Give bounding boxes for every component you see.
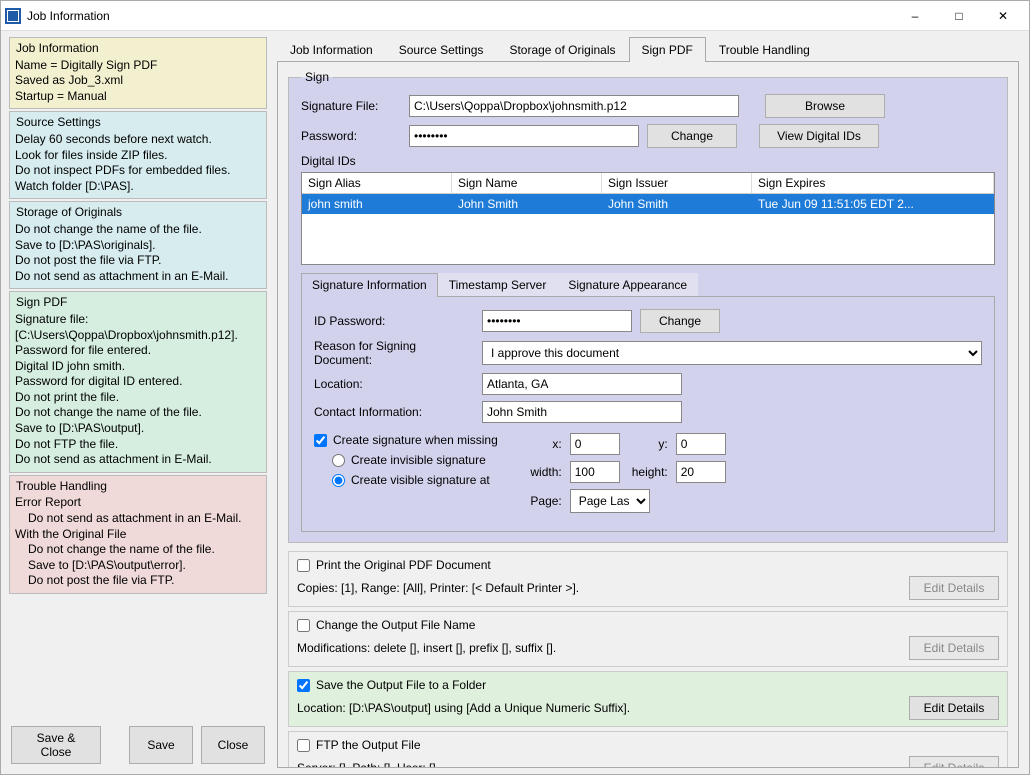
idpwd-input[interactable] — [482, 310, 632, 332]
tab-storage-originals[interactable]: Storage of Originals — [496, 37, 628, 61]
save-close-button[interactable]: Save & Close — [11, 726, 101, 764]
sigfile-input[interactable] — [409, 95, 739, 117]
app-icon — [5, 8, 21, 24]
sign-legend: Sign — [301, 70, 333, 84]
h-input[interactable] — [676, 461, 726, 483]
out-print: Print the Original PDF Document Copies: … — [288, 551, 1008, 607]
subtab-signature-appearance[interactable]: Signature Appearance — [557, 273, 698, 296]
browse-button[interactable]: Browse — [765, 94, 885, 118]
panel-trouble-handling: Trouble Handling Error Report Do not sen… — [9, 475, 267, 594]
pwd-label: Password: — [301, 129, 401, 143]
panel-storage-originals: Storage of Originals Do not change the n… — [9, 201, 267, 289]
minimize-button[interactable]: – — [893, 1, 937, 31]
contact-input[interactable] — [482, 401, 682, 423]
reason-select[interactable]: I approve this document — [482, 341, 982, 365]
close-button[interactable]: ✕ — [981, 1, 1025, 31]
panel-source-settings: Source Settings Delay 60 seconds before … — [9, 111, 267, 199]
panel-job-information: Job Information Name = Digitally Sign PD… — [9, 37, 267, 109]
h-label: height: — [628, 465, 668, 479]
create-when-missing-checkbox[interactable] — [314, 434, 327, 447]
panel-title: Sign PDF — [14, 294, 262, 312]
panel-title: Source Settings — [14, 114, 262, 132]
signature-info-panel: ID Password: Change Reason for Signing D… — [301, 297, 995, 532]
tab-source-settings[interactable]: Source Settings — [386, 37, 497, 61]
pwd-input[interactable] — [409, 125, 639, 147]
contact-label: Contact Information: — [314, 405, 474, 419]
save-edit-button[interactable]: Edit Details — [909, 696, 999, 720]
col-sign-expires[interactable]: Sign Expires — [752, 173, 994, 193]
subtab-signature-info[interactable]: Signature Information — [301, 273, 438, 296]
tab-body: Sign Signature File: Browse Password: Ch… — [277, 62, 1019, 768]
body: Job Information Name = Digitally Sign PD… — [1, 31, 1029, 774]
panel-title: Storage of Originals — [14, 204, 262, 222]
digital-ids-table: Sign Alias Sign Name Sign Issuer Sign Ex… — [301, 172, 995, 265]
x-label: x: — [518, 437, 562, 451]
maximize-button[interactable]: □ — [937, 1, 981, 31]
table-row[interactable]: john smith John Smith John Smith Tue Jun… — [302, 194, 994, 214]
location-input[interactable] — [482, 373, 682, 395]
rename-checkbox[interactable] — [297, 619, 310, 632]
titlebar: Job Information – □ ✕ — [1, 1, 1029, 31]
save-checkbox[interactable] — [297, 679, 310, 692]
save-button[interactable]: Save — [129, 726, 193, 764]
subtab-timestamp-server[interactable]: Timestamp Server — [438, 273, 558, 296]
print-edit-button[interactable]: Edit Details — [909, 576, 999, 600]
panel-title: Trouble Handling — [14, 478, 262, 496]
print-checkbox[interactable] — [297, 559, 310, 572]
main-tabs: Job Information Source Settings Storage … — [277, 37, 1019, 62]
out-ftp: FTP the Output File Server: [], Path: []… — [288, 731, 1008, 768]
sigfile-label: Signature File: — [301, 99, 401, 113]
window-title: Job Information — [27, 9, 893, 23]
rename-edit-button[interactable]: Edit Details — [909, 636, 999, 660]
panel-sign-pdf: Sign PDF Signature file: [C:\Users\Qoppa… — [9, 291, 267, 473]
invisible-radio[interactable] — [332, 454, 345, 467]
w-label: width: — [518, 465, 562, 479]
tab-trouble-handling[interactable]: Trouble Handling — [706, 37, 823, 61]
page-select[interactable]: Page Last — [570, 489, 650, 513]
footer-buttons: Save & Close Save Close — [9, 720, 267, 770]
tab-job-information[interactable]: Job Information — [277, 37, 386, 61]
location-label: Location: — [314, 377, 474, 391]
tab-sign-pdf[interactable]: Sign PDF — [629, 37, 706, 61]
visible-radio[interactable] — [332, 474, 345, 487]
left-pane: Job Information Name = Digitally Sign PD… — [1, 31, 271, 774]
sub-tabs: Signature Information Timestamp Server S… — [301, 273, 995, 297]
right-pane: Job Information Source Settings Storage … — [271, 31, 1029, 774]
view-digital-ids-button[interactable]: View Digital IDs — [759, 124, 879, 148]
digital-ids-label: Digital IDs — [301, 154, 995, 168]
out-rename: Change the Output File Name Modification… — [288, 611, 1008, 667]
idpwd-label: ID Password: — [314, 314, 474, 328]
out-save: Save the Output File to a Folder Locatio… — [288, 671, 1008, 727]
col-sign-issuer[interactable]: Sign Issuer — [602, 173, 752, 193]
page-label: Page: — [518, 494, 562, 508]
w-input[interactable] — [570, 461, 620, 483]
col-sign-alias[interactable]: Sign Alias — [302, 173, 452, 193]
y-input[interactable] — [676, 433, 726, 455]
window: Job Information – □ ✕ Job Information Na… — [0, 0, 1030, 775]
close-button[interactable]: Close — [201, 726, 265, 764]
table-header: Sign Alias Sign Name Sign Issuer Sign Ex… — [302, 173, 994, 194]
change-pwd-button[interactable]: Change — [647, 124, 737, 148]
col-sign-name[interactable]: Sign Name — [452, 173, 602, 193]
panel-title: Job Information — [14, 40, 262, 58]
ftp-checkbox[interactable] — [297, 739, 310, 752]
ftp-edit-button[interactable]: Edit Details — [909, 756, 999, 768]
sign-fieldset: Sign Signature File: Browse Password: Ch… — [288, 70, 1008, 543]
y-label: y: — [628, 437, 668, 451]
reason-label: Reason for Signing Document: — [314, 339, 474, 367]
change-idpwd-button[interactable]: Change — [640, 309, 720, 333]
x-input[interactable] — [570, 433, 620, 455]
